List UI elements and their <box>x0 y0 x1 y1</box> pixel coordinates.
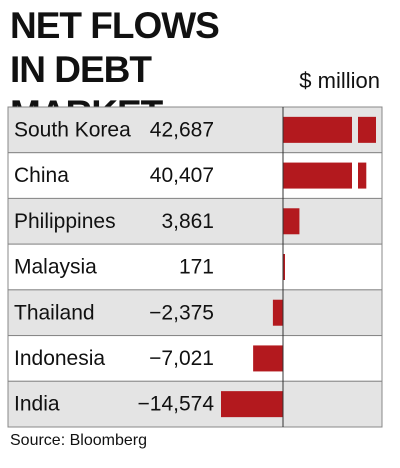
bar <box>283 162 352 189</box>
value-label: 3,861 <box>161 210 214 233</box>
bar <box>283 254 285 280</box>
bar <box>272 299 283 326</box>
row-band <box>7 380 383 428</box>
category-label: Malaysia <box>14 256 97 279</box>
category-label: Philippines <box>14 210 116 233</box>
bar <box>283 208 300 235</box>
bar-break-tail <box>358 116 376 143</box>
value-label: 40,407 <box>150 164 214 187</box>
category-label: Thailand <box>14 301 95 324</box>
value-label: −7,021 <box>149 347 214 370</box>
category-label: South Korea <box>14 118 131 141</box>
category-label: Indonesia <box>14 347 105 370</box>
bar-break-tail <box>358 162 367 189</box>
source: Source: Bloomberg <box>10 432 147 449</box>
value-label: −14,574 <box>138 393 215 416</box>
category-label: China <box>14 164 69 187</box>
unit-label: $ million <box>299 68 380 93</box>
bar <box>253 345 283 372</box>
bar <box>283 116 352 143</box>
bar <box>221 391 283 418</box>
category-label: India <box>14 393 60 416</box>
value-label: −2,375 <box>149 301 214 324</box>
value-label: 171 <box>179 256 214 279</box>
row-band <box>7 335 383 382</box>
value-label: 42,687 <box>150 118 214 141</box>
